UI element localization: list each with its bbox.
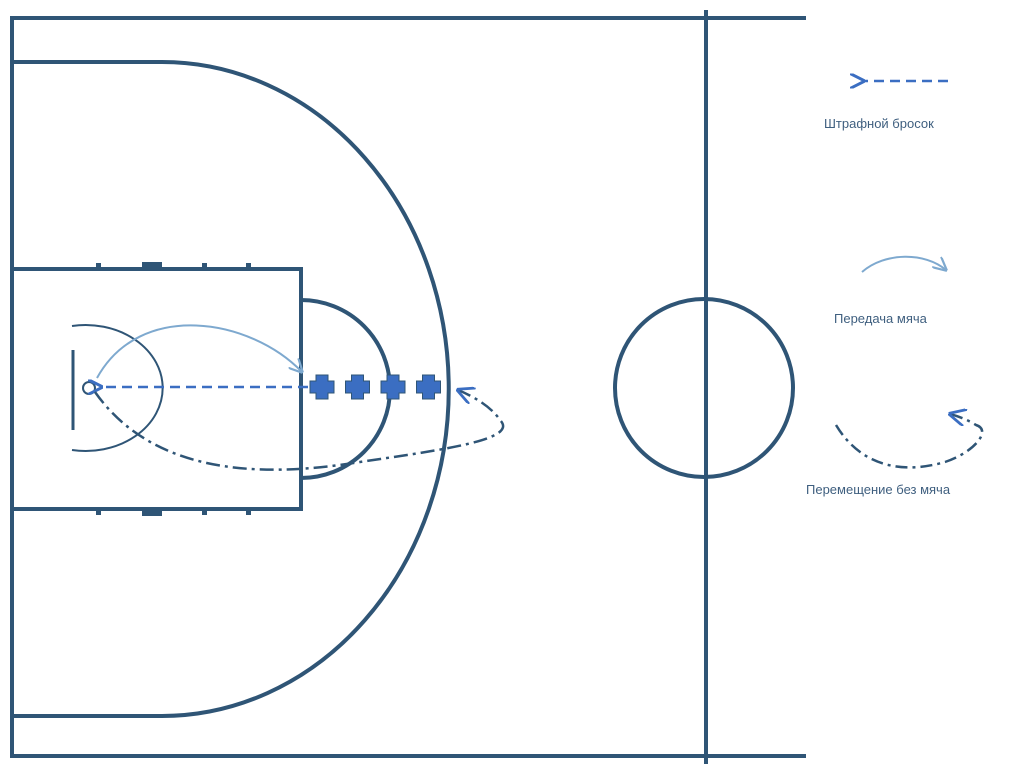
legend-pass-icon: [861, 255, 946, 273]
players-group: [309, 374, 441, 400]
player-marker: [380, 374, 406, 400]
legend-pass-label: Передача мяча: [834, 311, 927, 326]
player-marker: [416, 374, 441, 400]
move-without-ball-path: [93, 390, 505, 471]
lane-marks: [96, 262, 251, 516]
legend-free-throw-label: Штрафной бросок: [824, 116, 934, 131]
player-marker: [345, 374, 370, 400]
three-point-line: [12, 60, 451, 718]
center-circle: [613, 297, 795, 479]
legend-move-label: Перемещение без мяча: [806, 482, 951, 497]
player-marker: [309, 374, 335, 400]
basket-rim: [82, 381, 96, 395]
legend-move-icon: [834, 414, 984, 469]
free-throw-lane: [10, 267, 303, 511]
pass-arrow: [96, 324, 302, 379]
